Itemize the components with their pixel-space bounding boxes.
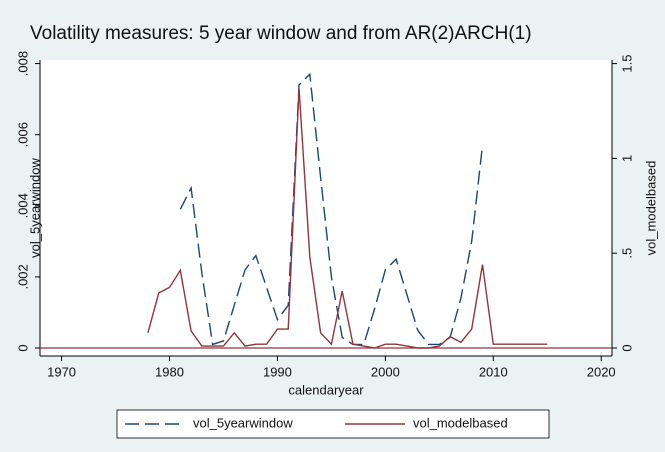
x-tick-label: 1970 — [47, 364, 76, 379]
legend — [116, 409, 550, 439]
y2-tick-label: 1.5 — [619, 55, 634, 73]
plot-area — [40, 60, 612, 356]
x-tick-label: 2020 — [587, 364, 616, 379]
x-tick-label: 1980 — [155, 364, 184, 379]
y2-axis-title: vol_modelbased — [643, 161, 658, 256]
x-tick-label: 2010 — [479, 364, 508, 379]
y2-tick-label: 0 — [619, 344, 634, 351]
y-tick-label: .006 — [15, 122, 30, 147]
x-tick-label: 1990 — [263, 364, 292, 379]
x-tick-label: 2000 — [371, 364, 400, 379]
chart-title: Volatility measures: 5 year window and f… — [30, 23, 532, 44]
series-line — [147, 88, 548, 349]
y-tick-label: .008 — [15, 51, 30, 76]
y-axis-title: vol_5yearwindow — [27, 158, 42, 258]
y-tick-label: .002 — [15, 264, 30, 289]
y-tick-label: 0 — [15, 344, 30, 351]
legend-label: vol_modelbased — [413, 415, 508, 430]
y2-tick-label: 1 — [619, 155, 634, 162]
series-line — [179, 72, 484, 346]
x-axis-title: calendaryear — [288, 382, 364, 397]
legend-label: vol_5yearwindow — [193, 415, 293, 430]
y2-tick-label: .5 — [619, 248, 634, 259]
y-tick-label: .004 — [15, 193, 30, 218]
